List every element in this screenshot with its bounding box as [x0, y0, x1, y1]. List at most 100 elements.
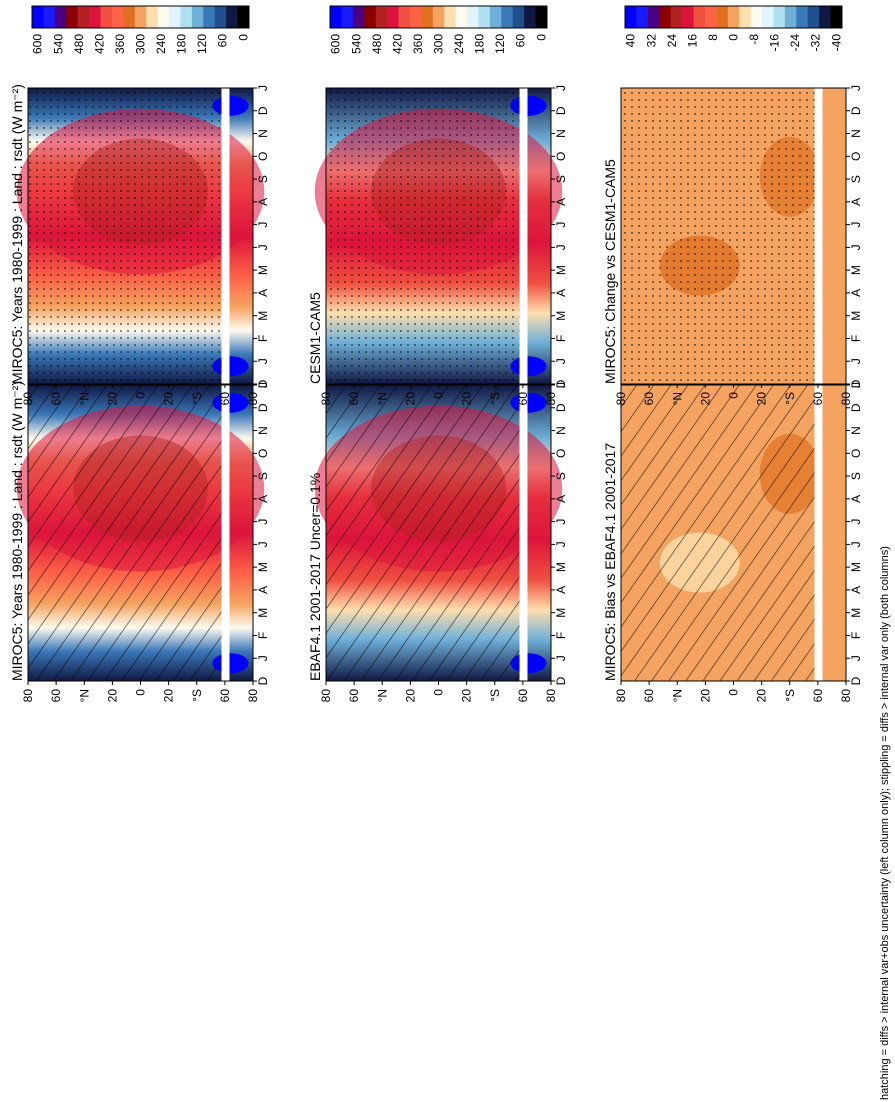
colorbar-label: 480	[72, 34, 86, 54]
lat-tick-label: °N	[670, 689, 684, 702]
colorbar-label: 8	[706, 34, 720, 41]
colorbar-label: 16	[685, 34, 699, 48]
colorbar-swatch	[739, 6, 752, 28]
colorbar-swatch	[330, 6, 342, 28]
lat-tick-label: 60	[516, 689, 530, 703]
month-tick-label: N	[256, 129, 270, 138]
colorbar-swatch	[352, 6, 365, 28]
month-tick-label: J	[554, 382, 568, 388]
month-tick-label: A	[554, 198, 568, 206]
colorbar-label: 420	[390, 34, 404, 54]
lat-tick-label: 60	[516, 392, 530, 406]
month-tick-label: J	[554, 244, 568, 250]
footnote-text: hatching = diffs > internal var+obs unce…	[879, 546, 891, 1100]
month-tick-label: J	[849, 222, 863, 228]
lat-tick-label: °S	[783, 689, 797, 702]
colorbar-swatch	[807, 6, 820, 28]
month-tick-label: F	[256, 632, 270, 639]
colorbar-swatch	[682, 6, 695, 28]
colorbar-swatch	[830, 6, 843, 28]
month-tick-label: N	[554, 426, 568, 435]
colorbar-swatch	[636, 6, 649, 28]
lat-tick-label: 20	[403, 689, 417, 703]
colorbar-swatch	[659, 6, 672, 28]
month-tick-label: J	[849, 541, 863, 547]
hatching-overlay	[621, 385, 815, 681]
colorbar-label: 180	[175, 34, 189, 54]
month-tick-label: D	[256, 379, 270, 388]
month-tick-label: S	[256, 175, 270, 183]
month-tick-label: A	[849, 289, 863, 297]
colorbar-swatch	[409, 6, 422, 28]
month-tick-label: M	[554, 265, 568, 275]
lat-tick-label: 80	[614, 689, 628, 703]
lat-tick-label: 60	[811, 392, 825, 406]
month-tick-label: J	[256, 382, 270, 388]
lat-tick-label: 20	[403, 392, 417, 406]
colorbar-swatch	[203, 6, 216, 28]
lat-tick-label: 60	[218, 392, 232, 406]
colorbar-swatch	[226, 6, 239, 28]
colorbar-swatch	[784, 6, 797, 28]
colorbar-swatch	[169, 6, 181, 28]
month-tick-label: A	[849, 586, 863, 594]
month-tick-label: J	[554, 85, 568, 91]
colorbar-swatch	[693, 6, 706, 28]
colorbar-label: 24	[665, 34, 679, 48]
lat-tick-label: 0	[727, 689, 741, 696]
colorbar-swatch	[762, 6, 774, 28]
month-tick-label: J	[849, 85, 863, 91]
month-tick-label: N	[554, 129, 568, 138]
missing-band	[814, 88, 823, 384]
lat-tick-label: °N	[375, 689, 389, 702]
colorbar-swatch	[444, 6, 457, 28]
lat-tick-label: 0	[134, 392, 148, 399]
colorbar-swatch	[432, 6, 445, 28]
colorbar-swatch	[501, 6, 514, 28]
colorbar-swatch	[387, 6, 400, 28]
colorbar-label: 240	[452, 34, 466, 54]
colorbar-swatch	[625, 6, 637, 28]
month-tick-label: A	[849, 198, 863, 206]
month-tick-label: D	[849, 403, 863, 412]
lat-tick-label: 80	[319, 392, 333, 406]
month-tick-label: O	[256, 449, 270, 458]
colorbar-label: 600	[329, 34, 343, 54]
month-tick-label: D	[256, 106, 270, 115]
month-tick-label: M	[849, 608, 863, 618]
month-tick-label: J	[849, 358, 863, 364]
lat-tick-label: 60	[347, 689, 361, 703]
colorbar-swatch	[111, 6, 124, 28]
month-tick-label: D	[554, 676, 568, 685]
colorbar-label: -40	[829, 34, 843, 52]
lat-tick-label: 60	[642, 392, 656, 406]
lat-tick-label: 0	[432, 392, 446, 399]
lat-tick-label: °S	[488, 392, 502, 405]
month-tick-label: M	[256, 265, 270, 275]
colorbar-swatch	[100, 6, 113, 28]
lat-tick-label: 80	[614, 392, 628, 406]
month-tick-label: J	[554, 541, 568, 547]
colorbar-swatch	[421, 6, 434, 28]
colorbar-label: 360	[411, 34, 425, 54]
lat-tick-label: 20	[460, 392, 474, 406]
colorbar-swatch	[157, 6, 170, 28]
month-tick-label: A	[256, 586, 270, 594]
stippling-overlay	[621, 88, 815, 384]
missing-band	[519, 385, 528, 681]
month-tick-label: O	[256, 152, 270, 161]
colorbar-swatch	[89, 6, 102, 28]
missing-band	[519, 88, 528, 384]
month-tick-label: A	[554, 586, 568, 594]
colorbar-label: 32	[644, 34, 658, 48]
month-tick-label: S	[849, 472, 863, 480]
panel-title: MIROC5: Years 1980-1999 : Land : rsdt (W…	[9, 381, 25, 681]
month-tick-label: J	[554, 655, 568, 661]
lat-tick-label: °S	[190, 392, 204, 405]
colorbar-frame	[329, 5, 548, 29]
colorbar-swatch	[535, 6, 548, 28]
